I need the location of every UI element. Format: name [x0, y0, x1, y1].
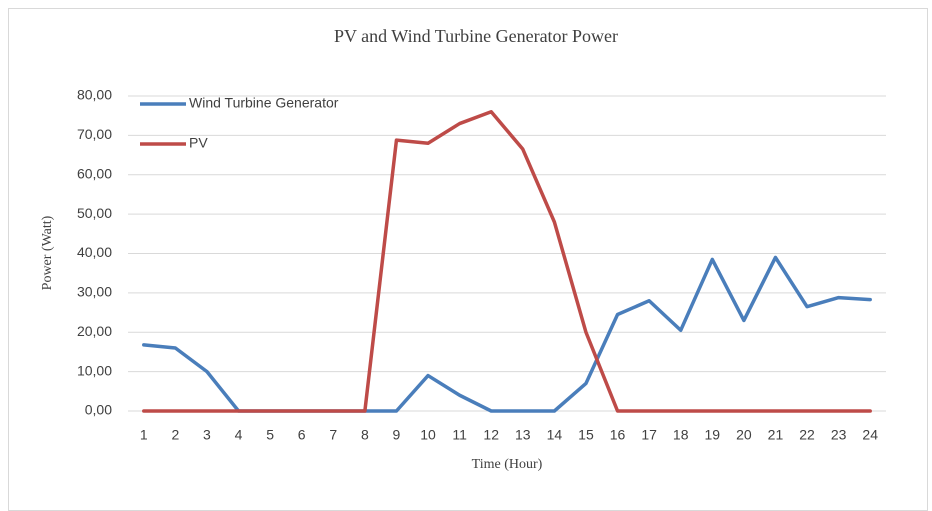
x-tick-label: 13 [515, 427, 531, 443]
x-tick-label: 2 [171, 427, 179, 443]
y-tick-label: 30,00 [77, 284, 112, 300]
x-tick-label: 7 [329, 427, 337, 443]
y-tick-label: 0,00 [85, 402, 112, 418]
x-tick-label: 19 [705, 427, 721, 443]
x-tick-label: 5 [266, 427, 274, 443]
series-line [142, 110, 872, 413]
y-tick-label: 10,00 [77, 362, 112, 378]
x-tick-label: 21 [768, 427, 784, 443]
x-tick-label: 18 [673, 427, 689, 443]
x-axis-title: Time (Hour) [472, 457, 543, 472]
legend-label: Wind Turbine Generator [189, 95, 339, 111]
x-tick-label: 22 [799, 427, 815, 443]
y-tick-label: 80,00 [77, 87, 112, 103]
x-tick-label: 23 [831, 427, 847, 443]
y-tick-label: 40,00 [77, 244, 112, 260]
y-tick-label: 20,00 [77, 323, 112, 339]
x-tick-label: 15 [578, 427, 594, 443]
x-tick-label: 24 [862, 427, 878, 443]
x-tick-label: 17 [641, 427, 657, 443]
y-tick-label: 60,00 [77, 165, 112, 181]
x-tick-label: 11 [452, 427, 467, 443]
x-tick-label: 16 [610, 427, 626, 443]
x-tick-label: 10 [420, 427, 436, 443]
x-tick-label: 8 [361, 427, 369, 443]
chart-title: PV and Wind Turbine Generator Power [334, 26, 618, 46]
x-tick-label: 4 [235, 427, 243, 443]
x-tick-label: 3 [203, 427, 211, 443]
y-tick-label: 70,00 [77, 126, 112, 142]
x-tick-label: 12 [483, 427, 499, 443]
legend-label: PV [189, 135, 208, 151]
x-tick-label: 6 [298, 427, 306, 443]
x-tick-label: 14 [547, 427, 563, 443]
x-tick-label: 1 [140, 427, 148, 443]
y-axis-title: Power (Watt) [40, 215, 55, 290]
x-tick-label: 20 [736, 427, 752, 443]
y-tick-label: 50,00 [77, 205, 112, 221]
x-tick-label: 9 [393, 427, 401, 443]
